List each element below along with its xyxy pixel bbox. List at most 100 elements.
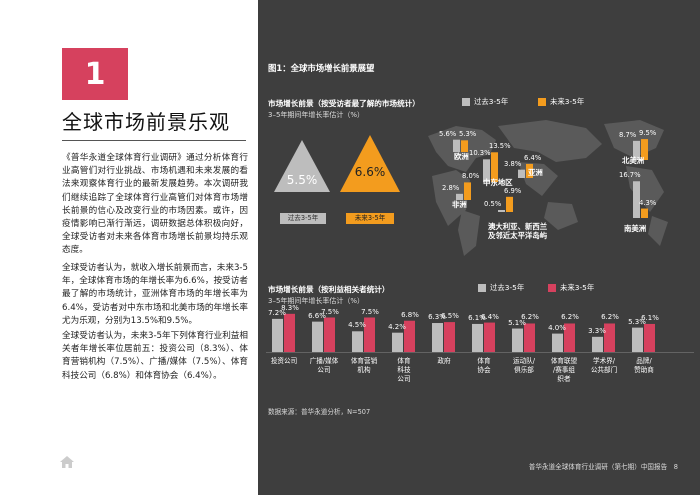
category-label-line: 学术界/ [592, 357, 615, 365]
region-value-past: 0.5% [484, 200, 502, 208]
stakeholder-bar-future [324, 317, 335, 352]
region-bar-future [526, 163, 533, 178]
region-name: 亚洲 [528, 168, 543, 177]
bottom-chart-title: 市场增长前景（按利益相关者统计） [268, 285, 390, 294]
legend-label-future: 未来3-5年 [560, 283, 595, 292]
stakeholder-bar-future [284, 313, 295, 352]
stakeholder-value-future: 6.2% [521, 313, 539, 322]
region-name: 欧洲 [454, 152, 469, 161]
stakeholder-value-past: 4.0% [548, 323, 566, 332]
stakeholder-bar-past [632, 327, 643, 352]
stakeholder-bar-future [364, 317, 375, 352]
stakeholder-value-future: 6.8% [401, 310, 419, 319]
region-bar-future [461, 140, 468, 152]
bottom-chart-note: 3–5年期间年增长率估计（%） [268, 297, 365, 305]
figure-title: 图1：全球市场增长前景展望 [268, 63, 375, 73]
region-bar-past [518, 169, 525, 178]
global-past-triangle [274, 140, 330, 192]
stakeholder-bar-past [392, 332, 403, 352]
region-name: 中东地区 [483, 178, 513, 187]
region-bar-future [464, 182, 471, 200]
category-label-line: 体育联盟 [550, 357, 578, 365]
region-name: 非洲 [452, 200, 467, 209]
category-label-line: 科技 [397, 366, 411, 374]
region-name: 澳大利亚、新西兰及邻近太平洋岛屿 [488, 222, 548, 240]
global-future-triangle [340, 135, 400, 192]
stakeholder-value-future: 6.2% [561, 313, 579, 322]
category-label-line: 体育 [477, 357, 491, 365]
category-label-line: /赛事组 [552, 366, 575, 374]
stakeholder-category-label: 体育 协会 [465, 357, 503, 375]
region-bar-future [641, 208, 648, 218]
legend-swatch-past [478, 283, 486, 292]
stakeholder-bar-future [484, 322, 495, 352]
top-legend-past: 过去3-5年 [462, 96, 508, 107]
global-past-label: 过去3-5年 [280, 213, 326, 224]
region-bar-future [506, 196, 513, 212]
top-chart-note: 3–5年期间年增长率估计（%） [268, 111, 365, 119]
stakeholder-paragraph: 全球受访者认为，未来3-5年下列体育行业利益相关者年增长率位居前五：投资公司（8… [62, 331, 248, 381]
category-label-line: 广播/媒体 [309, 357, 339, 365]
stakeholder-value-past: 5.1% [508, 318, 526, 327]
region-value-past: 8.7% [619, 130, 637, 139]
source-note: 数据来源：普华永道分析，N=507 [268, 408, 371, 416]
stakeholder-category-label: 体育营销 机构 [345, 357, 383, 375]
stakeholder-value-future: 8.3% [281, 303, 299, 312]
stakeholder-bar-future [444, 322, 455, 352]
stakeholder-bar-past [552, 333, 563, 352]
region-bar-past [633, 181, 640, 218]
region-bars [453, 139, 648, 218]
region-value-future: 8.0% [462, 172, 480, 181]
stakeholder-bar-future [404, 320, 415, 352]
stakeholder-category-label: 学术界/公共部门 [585, 357, 623, 375]
stakeholder-value-past: 4.2% [388, 322, 406, 331]
stakeholder-bar-past [592, 336, 603, 352]
market-paragraph: 全球受访者认为，就收入增长前景而言，未来3-5年，全球体育市场的年增长率为6.6… [62, 263, 248, 326]
region-bar-past [456, 193, 463, 200]
category-label-line: 协会 [477, 366, 491, 374]
stakeholder-value-future: 6.4% [481, 312, 499, 321]
stakeholder-value-past: 7.2% [268, 308, 286, 317]
stakeholder-bar-future [564, 323, 575, 352]
category-label-line: 公共部门 [590, 366, 618, 374]
legend-label-future: 未来3-5年 [550, 97, 585, 106]
stakeholder-bar-past [312, 321, 323, 352]
stakeholder-value-future: 6.2% [601, 313, 619, 322]
page-footer: 普华永道全球体育行业调研（第七期）中国报告 8 [528, 463, 678, 471]
stakeholder-bar-past [272, 318, 283, 352]
stakeholder-value-future: 6.5% [441, 312, 459, 321]
stakeholder-category-label: 政府 [425, 357, 463, 366]
region-value-past: 2.8% [442, 183, 460, 192]
global-past-value: 5.5% [286, 173, 318, 187]
top-legend-future: 未来3-5年 [538, 96, 584, 107]
region-value-future: 13.5% [489, 142, 511, 151]
top-chart-title: 市场增长前景（按受访者最了解的市场统计） [268, 99, 420, 108]
intro-paragraph: 《普华永道全球体育行业调研》通过分析体育行业高管们对行业挑战、市场机遇和未来发展… [62, 153, 248, 256]
stakeholder-bar-past [472, 323, 483, 352]
stakeholder-value-future: 6.1% [641, 313, 659, 322]
bottom-legend-future: 未来3-5年 [548, 282, 594, 293]
region-bar-future [491, 152, 498, 182]
category-label-line: 公司 [317, 366, 331, 374]
section-title: 全球市场前景乐观 [62, 110, 230, 134]
stakeholder-value-future: 7.5% [361, 307, 379, 316]
world-map [428, 120, 668, 256]
global-future-label: 未来3-5年 [346, 213, 394, 224]
category-label-line: 公司 [397, 375, 411, 383]
category-label-line: 俱乐部 [514, 366, 534, 374]
home-icon[interactable] [60, 456, 74, 468]
region-value-past: 3.8% [504, 159, 522, 168]
category-label-line: 赞助商 [634, 366, 654, 374]
region-value-future: 6.9% [504, 186, 522, 195]
legend-swatch-future [538, 97, 546, 106]
legend-swatch-past [462, 97, 470, 106]
text-column: 1 全球市场前景乐观 《普华永道全球体育行业调研》通过分析体育行业高管们对行业挑… [0, 0, 258, 495]
legend-swatch-future [548, 283, 556, 292]
region-value-future: 5.3% [459, 130, 477, 139]
category-label-line: 品牌/ [636, 357, 652, 365]
region-name: 南美洲 [624, 224, 647, 233]
category-label-line: 体育 [397, 357, 411, 365]
region-value-future: 6.4% [524, 153, 542, 162]
region-value-future: 4.3% [639, 198, 657, 207]
section-number-badge: 1 [62, 48, 128, 100]
